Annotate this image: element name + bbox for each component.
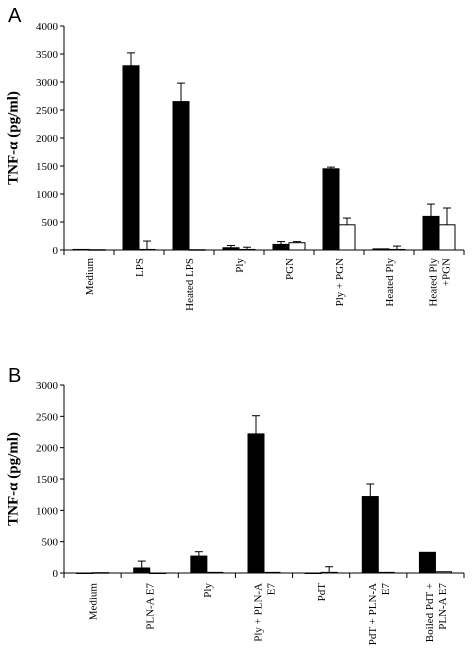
bar xyxy=(320,571,338,574)
y-tick-label: 3500 xyxy=(36,49,59,61)
bar xyxy=(190,555,208,574)
y-tick-label: 1500 xyxy=(36,474,59,486)
chart-panel-a: A TNF-α (pg/ml) 0 500 1000 1500 2000 2500 3000 35… xyxy=(5,5,465,311)
chart-panel-b: B TNF-α (pg/ml) 0 500 1000 1500 2000 2500 3000 Me… xyxy=(5,365,465,645)
bar xyxy=(188,249,206,251)
bar xyxy=(149,572,167,574)
y-tick-label: 1000 xyxy=(36,189,59,201)
bar xyxy=(76,572,94,574)
bar xyxy=(272,243,290,251)
category-label: Ply xyxy=(234,258,246,273)
category-label: Heated Ply xyxy=(428,258,440,307)
bar xyxy=(263,571,281,574)
category-label: LPS xyxy=(134,258,146,277)
panel-letter: B xyxy=(8,365,21,387)
y-tick-label: 2500 xyxy=(36,105,59,117)
bar xyxy=(338,224,356,251)
bar xyxy=(92,572,110,574)
bar xyxy=(172,101,190,251)
y-tick-label: 3000 xyxy=(36,380,59,392)
bar xyxy=(372,248,390,251)
bar xyxy=(377,571,395,574)
bar xyxy=(388,248,406,251)
bar xyxy=(418,551,436,574)
bar xyxy=(88,249,106,251)
bar xyxy=(72,248,90,251)
bar xyxy=(434,571,452,574)
y-tick-label: 2000 xyxy=(36,443,59,455)
bar xyxy=(206,571,224,574)
category-label: Heated Ply xyxy=(384,258,396,307)
category-label: Heated LPS xyxy=(184,258,196,311)
y-axis-label: TNF-α (pg/ml) xyxy=(5,91,21,185)
y-tick-label: 0 xyxy=(53,568,59,580)
category-label: E7 xyxy=(266,583,278,596)
bar xyxy=(438,224,456,251)
bar xyxy=(222,247,240,251)
category-label: PdT + PLN-A xyxy=(367,583,379,645)
y-tick-label: 2500 xyxy=(36,411,59,423)
category-label: PLN-A E7 xyxy=(437,583,449,630)
y-tick-label: 500 xyxy=(42,537,59,549)
bar xyxy=(422,215,440,251)
category-label: Medium xyxy=(84,258,96,296)
category-label: Ply xyxy=(202,583,214,598)
bar xyxy=(238,248,256,251)
bar xyxy=(288,242,306,251)
y-tick-label: 500 xyxy=(42,217,59,229)
bar xyxy=(361,496,379,574)
y-tick-label: 3000 xyxy=(36,77,59,89)
category-label: PGN xyxy=(284,258,296,280)
category-label: Ply + PLN-A xyxy=(253,583,265,642)
bar xyxy=(133,567,151,574)
category-label: PLN-A E7 xyxy=(145,583,157,630)
y-axis-label: TNF-α (pg/ml) xyxy=(5,432,21,526)
category-label: E7 xyxy=(380,583,392,596)
y-tick-label: 0 xyxy=(53,245,59,257)
panel-letter: A xyxy=(8,5,22,27)
bar xyxy=(122,65,140,251)
y-tick-label: 1500 xyxy=(36,161,59,173)
y-tick-label: 2000 xyxy=(36,133,59,145)
category-label: Medium xyxy=(88,583,100,621)
y-tick-label: 4000 xyxy=(36,21,59,33)
bar xyxy=(322,168,340,251)
y-tick-label: 1000 xyxy=(36,505,59,517)
bar xyxy=(304,572,322,574)
category-label: PdT xyxy=(316,583,328,602)
bar xyxy=(138,248,156,251)
category-label: Boiled PdT + xyxy=(424,583,436,642)
category-label: +PGN xyxy=(441,258,453,286)
bar xyxy=(247,433,265,574)
category-label: Ply + PGN xyxy=(334,258,346,306)
